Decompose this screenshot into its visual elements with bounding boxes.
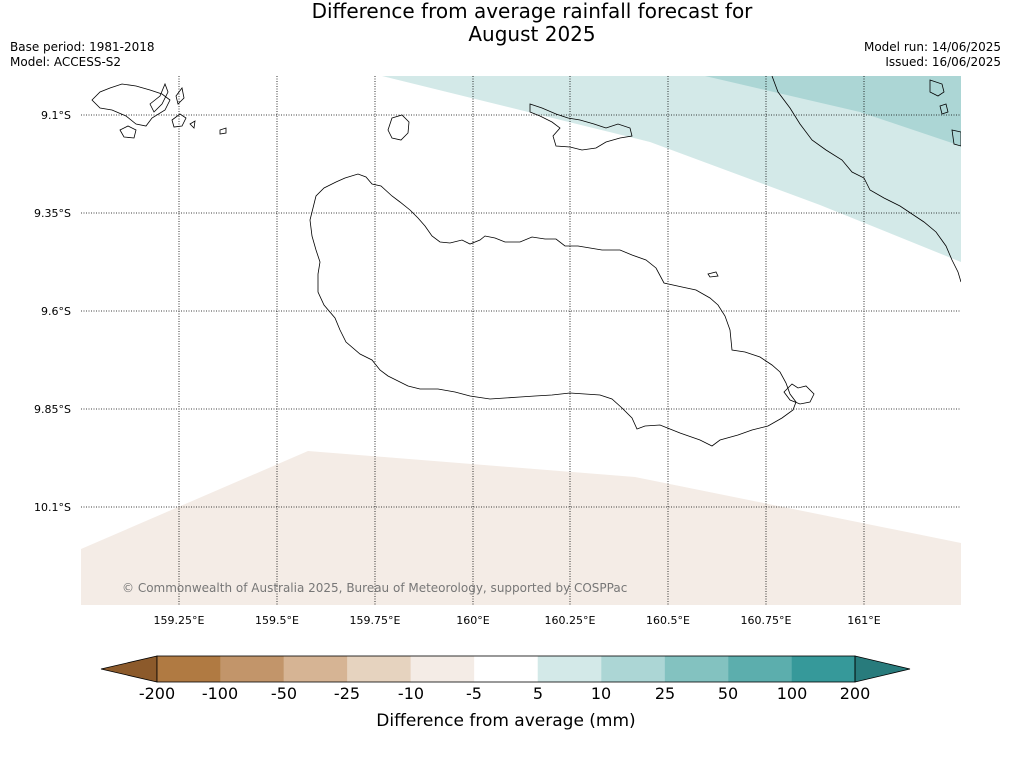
colorbar-segment	[220, 656, 284, 682]
lon-label: 161°E	[847, 614, 880, 627]
colorbar-tick: -100	[202, 684, 238, 703]
savo-island	[387, 114, 410, 141]
lat-labels: 9.1°S 9.35°S 9.6°S 9.85°S 10.1°S	[34, 109, 71, 514]
region-wet-5-10	[382, 76, 961, 262]
base-period: Base period: 1981-2018	[10, 40, 155, 54]
colorbar-segment	[157, 656, 221, 682]
colorbar-tick: -50	[271, 684, 297, 703]
colorbar-segment	[283, 656, 348, 682]
colorbar-label: Difference from average (mm)	[376, 711, 635, 731]
colorbar-segment	[728, 656, 792, 682]
colorbar-border	[156, 655, 856, 683]
lat-label: 9.85°S	[34, 403, 71, 416]
colorbar	[100, 655, 911, 683]
russell-island-6	[219, 127, 227, 135]
russell-island-4	[149, 82, 169, 113]
colorbar-tick: 10	[591, 684, 611, 703]
map-title: Difference from average rainfall forecas…	[0, 0, 1011, 46]
colorbar-tick: -200	[139, 684, 175, 703]
lat-label: 9.35°S	[34, 207, 71, 220]
lat-label: 10.1°S	[34, 501, 71, 514]
colorbar-segment	[410, 656, 475, 682]
russell-island-7	[189, 120, 196, 129]
island-small-1	[707, 271, 719, 278]
colorbar-tick: 50	[718, 684, 738, 703]
colorbar-segment	[347, 656, 411, 682]
lon-labels: 159.25°E 159.5°E 159.75°E 160°E 160.25°E…	[154, 614, 881, 627]
title-line-1: Difference from average rainfall forecas…	[311, 0, 753, 23]
russell-island-2	[119, 125, 137, 139]
colorbar-segment	[474, 656, 538, 682]
meta-right: Model run: 14/06/2025 Issued: 16/06/2025	[864, 40, 1001, 70]
florida-islands	[529, 103, 633, 151]
colorbar-arrow-low	[100, 655, 158, 683]
lon-label: 159.25°E	[154, 614, 205, 627]
lat-label: 9.1°S	[41, 109, 71, 122]
lon-label: 159.5°E	[255, 614, 299, 627]
colorbar-tick: 100	[777, 684, 808, 703]
russell-island-5	[175, 87, 185, 105]
colorbar-tick: -25	[334, 684, 360, 703]
colorbar-arrow-high	[854, 655, 911, 683]
russell-islands	[91, 83, 171, 127]
colorbar-segment	[601, 656, 665, 682]
meta-left: Base period: 1981-2018 Model: ACCESS-S2	[10, 40, 155, 70]
colorbar-segment	[537, 656, 602, 682]
colorbar-segment	[664, 656, 729, 682]
gridlines	[81, 76, 961, 605]
lon-label: 160.5°E	[646, 614, 690, 627]
lon-label: 159.75°E	[350, 614, 401, 627]
model-name: Model: ACCESS-S2	[10, 55, 122, 69]
region-wet-10-25	[705, 76, 961, 146]
malaita-coastline	[771, 76, 961, 283]
colorbar-tick-labels: -200 -100 -50 -25 -10 -5 5 10 25 50 100 …	[139, 684, 870, 703]
colorbar-tick: 25	[655, 684, 675, 703]
lon-label: 160°E	[456, 614, 489, 627]
guadalcanal-coastline	[309, 173, 797, 447]
colorbar-tick: 5	[533, 684, 543, 703]
colorbar-tick: -5	[466, 684, 482, 703]
lon-label: 160.75°E	[741, 614, 792, 627]
map-area	[81, 76, 961, 605]
issued-date: Issued: 16/06/2025	[885, 55, 1001, 69]
region-dry-minus5-minus10	[81, 451, 961, 605]
colorbar-segment	[791, 656, 855, 682]
russell-island-3	[171, 113, 187, 128]
colorbar-tick: -10	[398, 684, 424, 703]
model-run: Model run: 14/06/2025	[863, 40, 1001, 54]
lat-label: 9.6°S	[41, 305, 71, 318]
lon-label: 160.25°E	[545, 614, 596, 627]
colorbar-tick: 200	[840, 684, 871, 703]
title-line-2: August 2025	[468, 22, 596, 46]
island-east-tip	[783, 383, 815, 405]
malaita-island-edge	[929, 79, 961, 147]
copyright-notice: © Commonwealth of Australia 2025, Bureau…	[122, 581, 627, 595]
